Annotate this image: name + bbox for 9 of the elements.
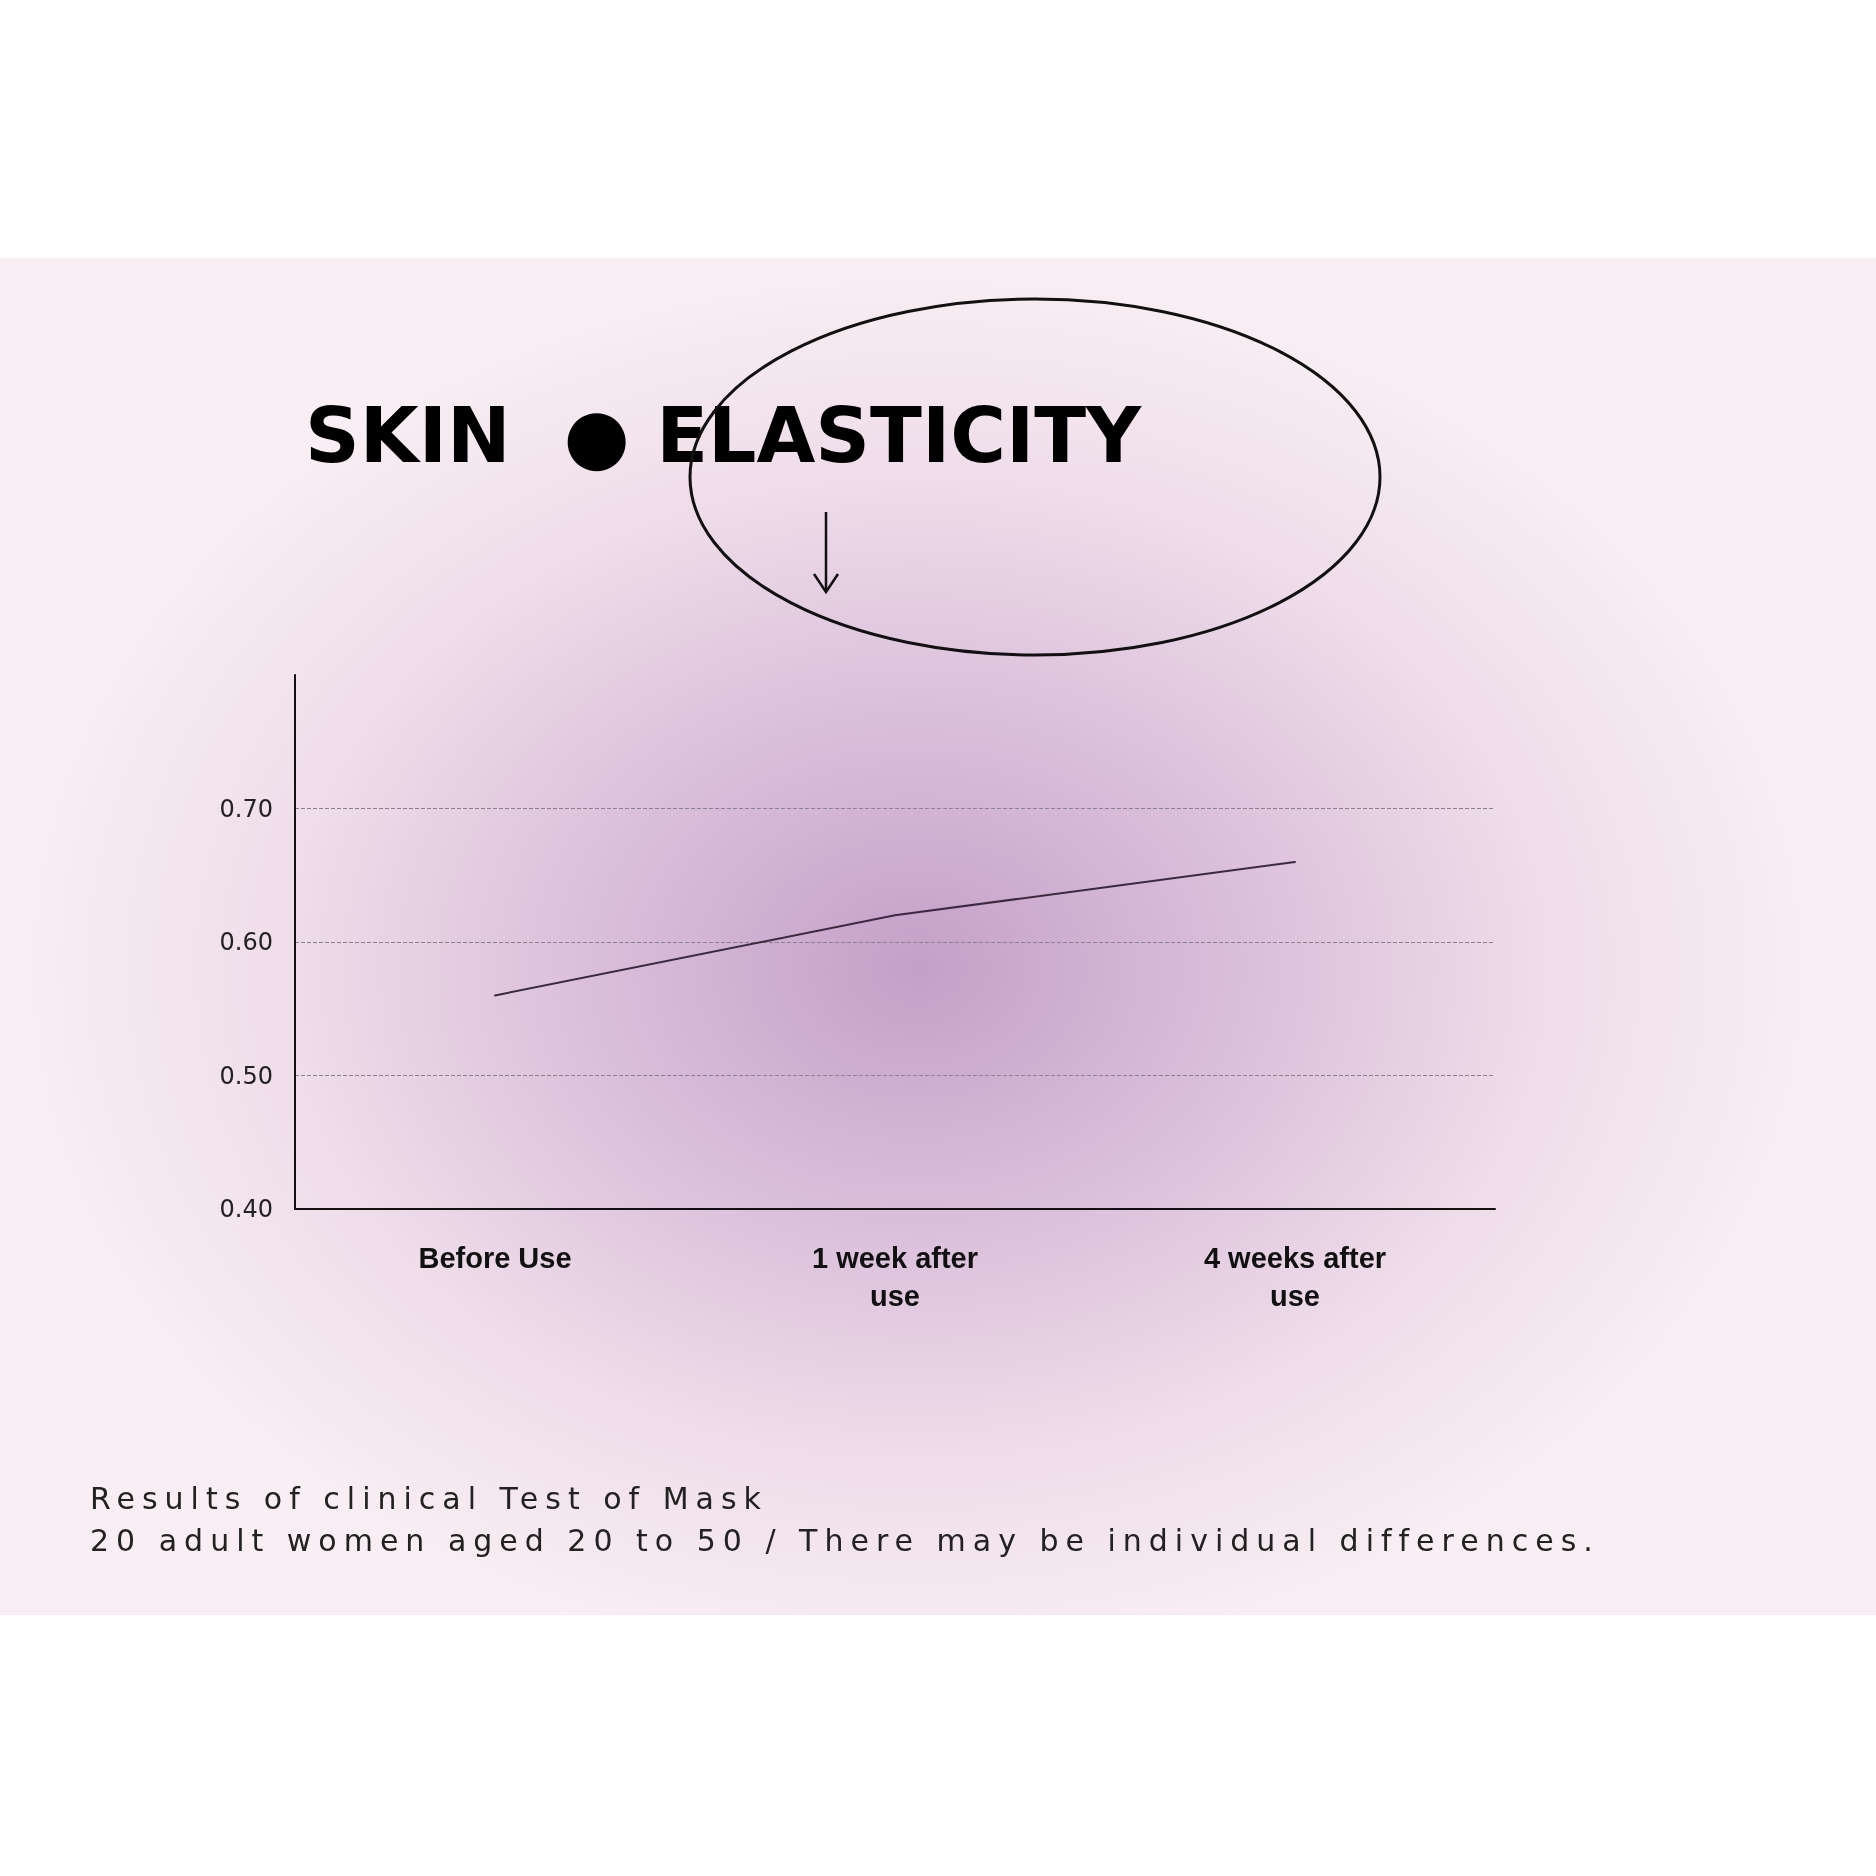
text: 20 adult women aged 20 to 50 / There may be individual differences. [90, 1522, 1601, 1560]
text: Results of clinical Test of Mask [90, 1480, 769, 1518]
y-tick-label: 0.60 [219, 928, 273, 956]
x-tick-label: Before Use [418, 1242, 572, 1274]
y-tick-label: 0.40 [219, 1195, 273, 1223]
x-tick-label: 1 week after use [811, 1242, 979, 1312]
y-tick-label: 0.70 [219, 794, 273, 823]
y-tick-label: 0.50 [219, 1061, 273, 1090]
x-tick-label: 4 weeks after use [1203, 1242, 1387, 1312]
